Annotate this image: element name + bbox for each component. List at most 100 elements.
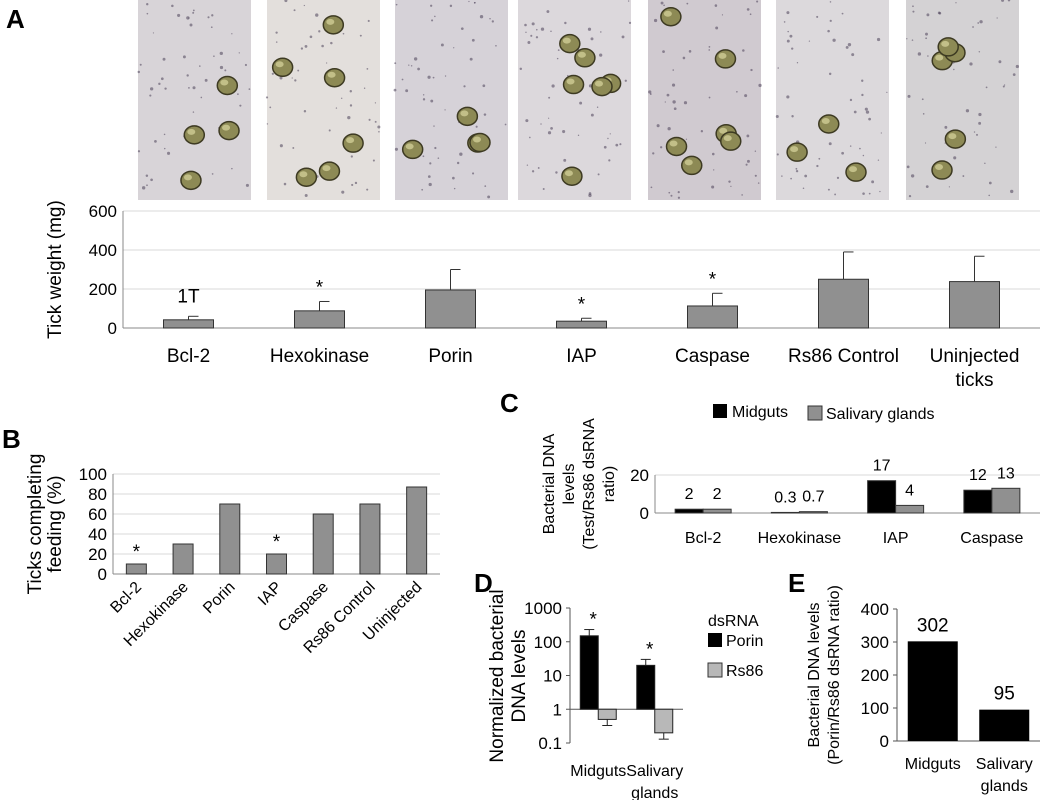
photo-speckle [998,60,1002,64]
photo-speckle [608,159,611,162]
engorged-tick [714,49,737,69]
photo-speckle [847,42,852,47]
photo-speckle [562,129,566,134]
photo-speckle [876,37,881,42]
photo-speckle [266,123,269,125]
bar [294,310,345,329]
photo-speckle [363,87,366,89]
photo-speckle [434,146,437,150]
tick-highlight [821,118,830,125]
bar [687,305,738,329]
photo-speckle [504,123,507,126]
significance-label: * [578,294,586,315]
photo-speckle [294,79,297,82]
photo-speckle [688,50,692,53]
tick-highlight [935,54,944,61]
photo-speckle [211,173,214,175]
photo-speckle [790,177,792,180]
photo-speckle [791,115,794,118]
photo-speckle [754,174,757,177]
tick-highlight [327,71,336,78]
photo-speckle [953,68,955,71]
photo-speckle [985,86,988,89]
y-tick-label: 40 [88,525,107,544]
photo-speckle [200,96,203,99]
photo-speckle [437,157,440,159]
photo-speckle [224,69,227,72]
photo-speckle [394,62,397,65]
photo-speckle [685,138,688,140]
tick-highlight [684,159,693,166]
photo-speckle [988,181,992,185]
photo-speckle [137,70,141,74]
photo-speckle [530,34,533,37]
photo-speckle [841,12,844,15]
chart-a-tick-weight: 0 200 400 600 Tick weight (mg) 1T Bcl-2 * Hexoki… [45,200,1040,391]
photo-speckle [372,159,375,162]
photo-speckle [879,190,881,193]
photo-speckle [460,27,464,31]
photo-speckle [550,126,553,130]
photo-speckle [624,79,627,82]
photo-speckle [210,26,213,29]
y-tick-label: 20 [630,466,649,485]
category-label: Midguts [905,756,961,773]
photo-speckle [757,182,760,184]
photo-speckle [374,120,377,123]
tick-highlight [849,166,858,173]
photo-speckle [832,38,836,42]
photo-speckle [354,181,358,185]
photo-speckle [483,113,487,116]
y-tick-label: 200 [89,280,117,299]
data-label: 17 [873,458,891,475]
photo-speckle [786,11,790,15]
photo-speckle [988,194,991,197]
tick-photo [776,0,889,200]
photo-speckle [347,115,351,120]
bar [895,504,925,514]
photo-speckle [186,74,189,77]
photo-speckle [526,164,529,166]
category-label: Salivary glands [626,763,683,800]
photo-speckle [328,129,331,132]
tick-highlight [719,127,728,134]
photo-speckle [537,167,540,169]
photo-speckle [834,193,837,196]
photo-speckle [1001,0,1005,2]
legend: Midguts Salivary glands [713,404,935,423]
bar [963,489,993,514]
photo-speckle [433,125,435,127]
photo-speckle [853,110,857,114]
bar [818,278,869,329]
photo-speckle [422,155,425,158]
photo-speckle [972,26,974,28]
photo-speckle [795,167,798,170]
y-axis-label-line: Ticks completing [25,454,46,595]
photo-speckle [861,93,864,97]
bar [702,508,732,514]
photo-speckle [953,156,957,160]
photo-speckle [297,69,300,72]
photo-speckle [271,72,274,75]
category-label: Bcl-2 [167,346,210,367]
photo-speckle [525,119,529,123]
photo-speckle [861,79,864,82]
tick-highlight [577,51,586,58]
y-tick-label: 0 [880,732,889,751]
y-axis-label-line: feeding (%) [45,475,66,572]
engorged-tick [681,155,703,176]
engorged-tick [271,57,294,78]
photo-speckle [908,194,912,198]
tick-highlight [187,128,196,135]
bar [654,708,674,734]
category-label: IAP [566,346,597,367]
photo-speckle [700,130,704,133]
bar [406,486,428,575]
engorged-tick [469,132,491,153]
data-label: 2 [685,486,694,503]
photo-speckle [291,77,293,79]
photo-speckle [192,11,195,14]
photo-speckle [921,98,924,101]
photo-speckle [158,82,161,86]
